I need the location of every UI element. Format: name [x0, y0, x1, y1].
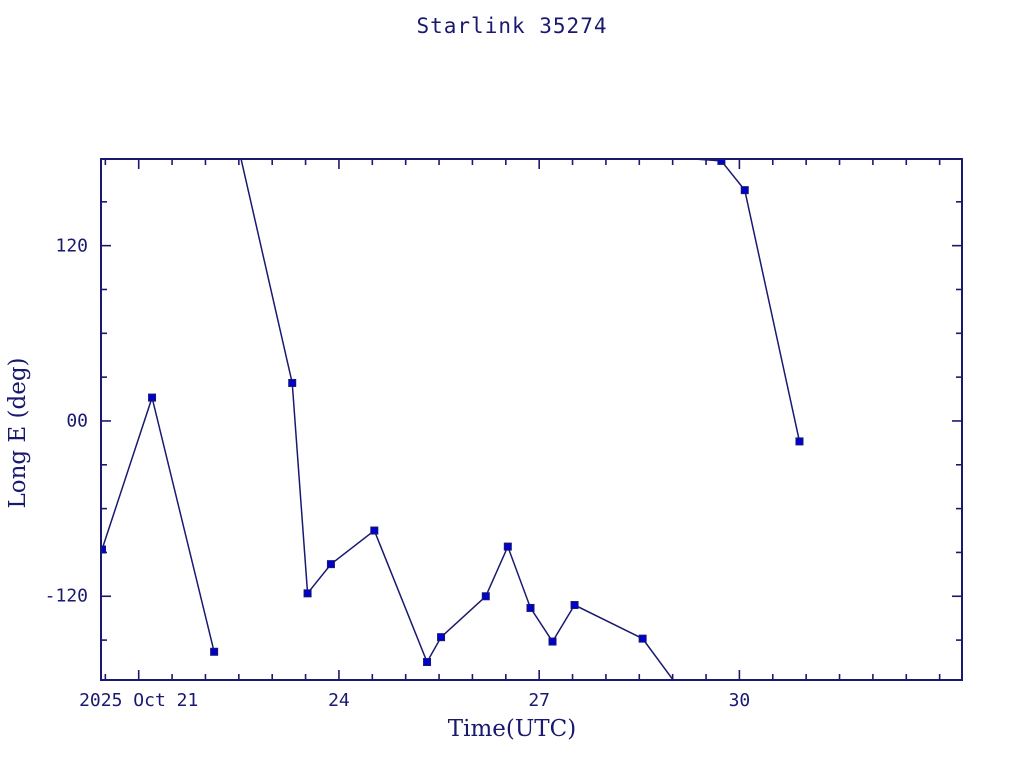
y-tick-label: -120 — [44, 585, 88, 607]
x-axis-label: Time(UTC) — [447, 716, 577, 742]
x-tick-label: 30 — [728, 690, 751, 711]
y-tick-label: 00 — [66, 410, 88, 432]
x-tick-label: 2025 Oct 21 — [79, 690, 199, 711]
chart-title: Starlink 35274 — [416, 14, 608, 38]
y-tick-label: 120 — [55, 235, 88, 257]
y-axis-label: Long E (deg) — [5, 357, 31, 509]
x-tick-label: 27 — [528, 690, 551, 711]
plot-frame — [100, 158, 963, 681]
x-tick-label: 24 — [328, 690, 350, 711]
